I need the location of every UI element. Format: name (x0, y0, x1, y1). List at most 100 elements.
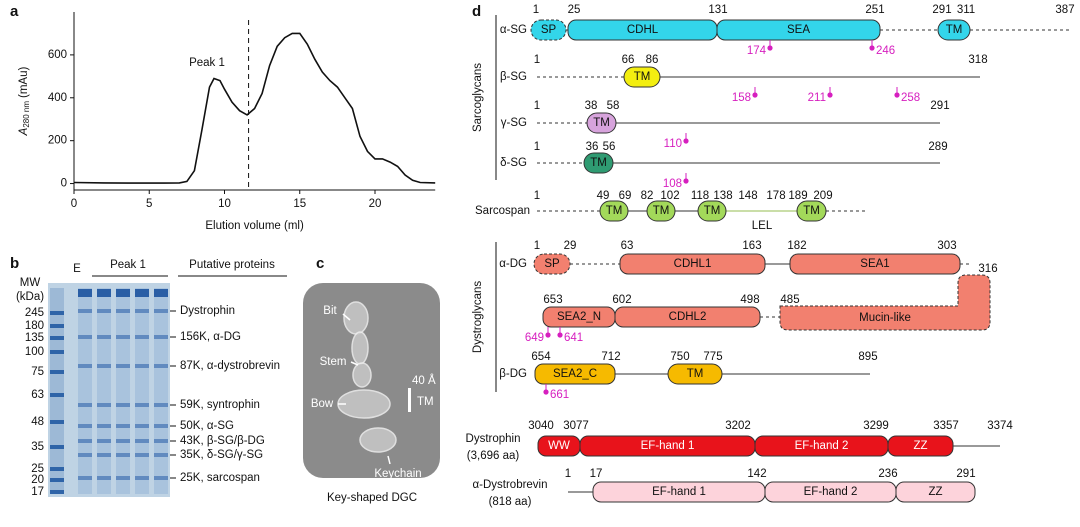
domain (895, 481, 976, 503)
protein-band (97, 453, 111, 457)
domain (599, 200, 629, 222)
residue-number: 69 (619, 190, 632, 202)
residue-number: 142 (747, 468, 766, 480)
well (97, 289, 111, 297)
panel-label: a (10, 3, 19, 20)
domain-label: TM (634, 71, 651, 83)
residue-number: 251 (865, 4, 884, 16)
residue-number: 1 (565, 468, 571, 480)
domain (667, 363, 723, 385)
residue-number: 118 (691, 190, 709, 202)
x-tick-label: 0 (71, 198, 77, 210)
residue-number: 1 (534, 240, 540, 252)
domain (779, 274, 991, 331)
domain-label: SEA2_C (553, 368, 597, 380)
site-label: 246 (876, 45, 895, 57)
site-label: 158 (732, 92, 751, 104)
domain-label: EF-hand 2 (804, 486, 858, 498)
domain (796, 200, 827, 222)
protein-band (78, 364, 92, 368)
protein-band (116, 424, 130, 428)
protein-band (135, 403, 149, 407)
protein-band (97, 403, 111, 407)
well (78, 289, 92, 297)
residue-number: 653 (543, 294, 562, 306)
protein-label: 59K, syntrophin (180, 399, 260, 411)
y-tick-label: 400 (48, 92, 67, 104)
em-annotation: Bow (311, 398, 334, 410)
domain-label: SEA1 (860, 258, 889, 270)
protein-band (135, 335, 149, 339)
protein-band (78, 335, 92, 339)
sample-lane (116, 288, 130, 494)
protein-name: β-DG (499, 368, 527, 380)
x-tick-label: 5 (146, 198, 152, 210)
residue-number: 29 (564, 240, 577, 252)
residue-number: 291 (930, 100, 949, 112)
peak-annotation: Peak 1 (189, 57, 225, 69)
residue-number: 895 (858, 351, 877, 363)
protein-band (116, 364, 130, 368)
residue-number: 289 (928, 141, 947, 153)
residue-number: 316 (978, 263, 997, 275)
residue-number: 1 (533, 4, 539, 16)
residue-number: 318 (968, 54, 987, 66)
residue-number: 311 (957, 4, 975, 16)
protein-band (135, 424, 149, 428)
residue-number: 66 (622, 54, 635, 66)
mw-title: (kDa) (16, 291, 44, 303)
domain (583, 152, 614, 174)
em-image (303, 283, 440, 478)
residue-number: 291 (932, 4, 951, 16)
domain (646, 200, 676, 222)
site-label: 211 (808, 92, 826, 104)
em-arrow (350, 361, 359, 366)
domain (789, 253, 961, 275)
marker-band (50, 370, 64, 374)
domain-label: CDHL (627, 24, 659, 36)
site-dot (683, 178, 689, 184)
residue-number: 138 (713, 190, 732, 202)
domain (614, 306, 761, 328)
residue-number: 602 (612, 294, 631, 306)
marker-band (50, 324, 64, 328)
density (351, 331, 369, 365)
protein-name: Dystrophin (466, 433, 521, 445)
residue-number: 1 (534, 54, 540, 66)
protein-band (154, 364, 168, 368)
marker-band (50, 350, 64, 354)
mw-label: 48 (31, 416, 44, 428)
domain-label: CDHL1 (674, 258, 712, 270)
mw-label: 135 (25, 332, 44, 344)
residue-number: 3299 (863, 420, 889, 432)
domain-label: TM (704, 205, 721, 217)
x-tick-label: 15 (293, 198, 306, 210)
site-dot (752, 92, 758, 98)
x-axis-label: Elution volume (ml) (205, 220, 304, 232)
group-label: Sarcoglycans (472, 63, 484, 132)
marker-band (50, 393, 64, 397)
protein-name: γ-SG (501, 117, 527, 129)
domain-label: Mucin-like (859, 312, 911, 324)
sample-lane (135, 288, 149, 494)
residue-number: 178 (766, 190, 785, 202)
protein-band (97, 309, 111, 313)
protein-label: Dystrophin (180, 305, 235, 317)
protein-band (135, 439, 149, 443)
protein-band (78, 424, 92, 428)
elution-curve (73, 32, 436, 184)
panel-label: d (472, 3, 481, 20)
domain (586, 112, 617, 134)
residue-number: 775 (703, 351, 722, 363)
site-label: 258 (901, 92, 920, 104)
site-dot (869, 45, 875, 51)
protein-name: α-Dystrobrevin (472, 479, 547, 491)
protein-name: δ-SG (500, 157, 527, 169)
residue-number: 3374 (987, 420, 1013, 432)
marker-band (50, 420, 64, 424)
residue-number: 25 (568, 4, 581, 16)
protein-band (97, 439, 111, 443)
domain (937, 19, 971, 41)
marker-band (50, 490, 64, 494)
protein-band (78, 439, 92, 443)
